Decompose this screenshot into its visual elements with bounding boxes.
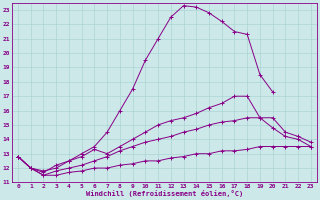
X-axis label: Windchill (Refroidissement éolien,°C): Windchill (Refroidissement éolien,°C) bbox=[86, 190, 243, 197]
